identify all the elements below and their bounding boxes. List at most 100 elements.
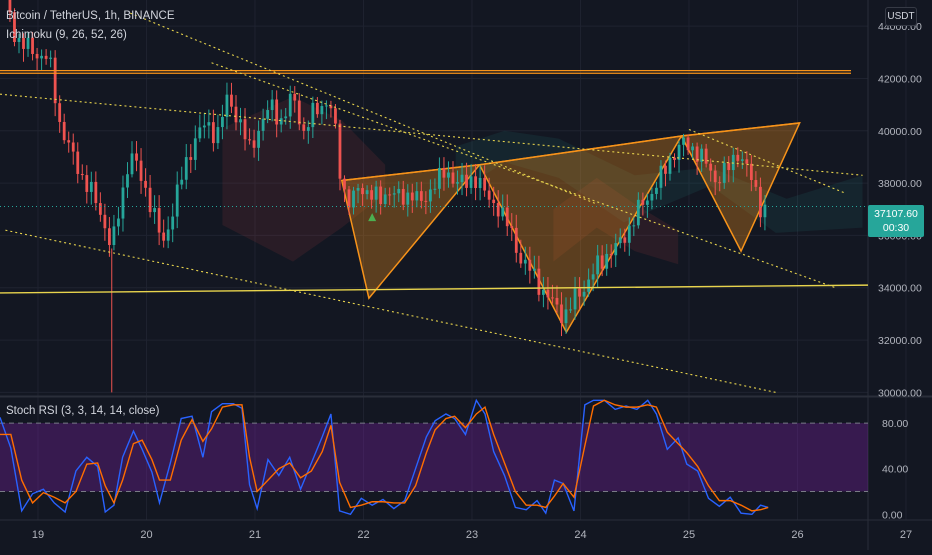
candle-body [266,110,270,119]
price-tick-label: 42000.00 [878,73,922,85]
candle-body [668,157,672,174]
candle-body [365,190,369,195]
candle-body [370,190,374,200]
candle-body [451,172,455,184]
stoch-tick-label: 40.00 [882,464,908,476]
candle-body [415,191,419,201]
candle-body [184,157,188,180]
candle-body [713,170,717,183]
candle-body [460,174,464,183]
candle-body [257,130,260,148]
signal-triangle-up [368,213,377,222]
currency-button[interactable]: USDT [885,7,917,26]
candle-body [686,137,690,151]
candle-body [17,38,21,42]
candle-body [279,118,283,125]
candle-body [180,179,184,185]
candle-body [85,175,89,192]
candle-body [596,255,600,275]
oscillator-legend[interactable]: Stoch RSI (3, 3, 14, 14, close) [6,405,159,417]
candle-body [261,118,265,131]
support-trendline [0,284,869,294]
candle-body [528,259,532,271]
candle-body [397,188,401,194]
candle-body [383,194,387,205]
candle-body [682,137,685,145]
candle-body [117,218,120,227]
candle-body [374,186,378,200]
candle-body [8,0,12,13]
candle-body [469,176,473,188]
dotted-trendline [211,62,836,289]
candle-body [406,192,410,205]
candle-body [740,159,744,161]
candle-body [731,154,735,171]
indicator-legend[interactable]: Ichimoku (9, 26, 52, 26) [6,29,127,41]
candle-body [53,57,57,104]
candle-body [727,162,731,171]
candle-body [523,259,527,264]
oscillator-label: Stoch RSI (3, 3, 14, 14, close) [6,405,160,417]
candle-body [695,146,699,162]
candle-body [749,163,753,181]
candle-body [564,309,568,324]
candle-body [474,176,477,189]
candles[interactable] [8,0,767,393]
candle-body [98,203,102,215]
candle-body [239,119,242,123]
candle-body [49,57,53,59]
candle-body [311,102,315,128]
candle-body [532,268,536,271]
candle-body [641,199,645,205]
candle-body [62,121,66,141]
candle-body [288,93,292,117]
candle-body [456,182,459,184]
time-tick-label: 24 [574,529,586,541]
candle-body [26,37,30,49]
candle-body [248,139,251,141]
candle-body [189,157,193,160]
time-tick-label: 19 [32,529,44,541]
candle-body [618,237,622,244]
candle-body [510,226,514,228]
stoch-tick-label: 80.00 [882,418,908,430]
candle-body [325,105,328,107]
price-tick-label: 32000.00 [878,335,922,347]
candle-body [221,116,224,128]
time-tick-label: 25 [683,529,695,541]
candle-body [745,159,749,164]
candle-body [270,99,274,111]
dotted-trendline [5,229,776,393]
candle-body [722,162,726,183]
candle-body [555,297,559,305]
candle-body [465,174,468,188]
candle-body [108,228,111,246]
candle-body [736,154,740,161]
candle-body [636,199,640,226]
candle-body [582,291,586,297]
candle-body [112,226,116,246]
candle-body [157,208,161,233]
candle-body [627,225,631,243]
candle-body [428,189,432,202]
candle-body [35,53,39,59]
candle-body [121,187,125,219]
candle-body [71,142,75,152]
trendlines[interactable] [0,12,869,393]
candle-body [388,194,392,196]
candle-body [501,207,505,217]
candle-body [673,157,676,160]
pattern-neckline [341,122,800,182]
candle-body [605,253,609,269]
candle-body [207,122,211,126]
candle-body [424,200,428,202]
candle-body [31,37,34,54]
candle-body [356,188,360,191]
candle-body [447,172,450,178]
candle-body [126,174,129,188]
candle-body [139,160,143,181]
candle-body [487,190,491,200]
symbol-legend[interactable]: Bitcoin / TetherUS, 1h, BINANCE [6,10,175,22]
